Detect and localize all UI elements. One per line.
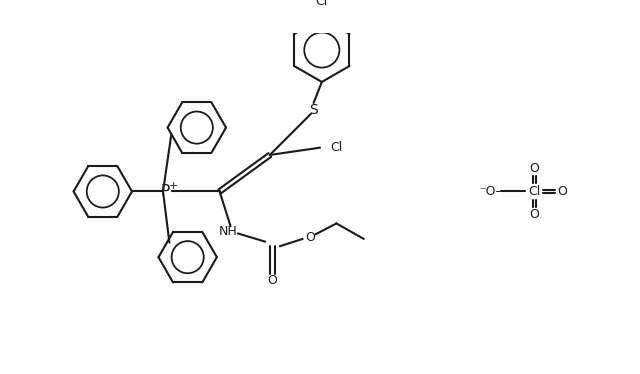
- Text: Cl: Cl: [529, 185, 541, 198]
- Text: O: O: [529, 162, 540, 175]
- Text: NH: NH: [218, 225, 237, 238]
- Text: Cl: Cl: [316, 0, 328, 8]
- Text: P: P: [160, 184, 170, 199]
- Text: O: O: [557, 185, 567, 198]
- Text: S: S: [309, 103, 318, 117]
- Text: O: O: [305, 231, 315, 243]
- Text: +: +: [168, 181, 178, 191]
- Text: O: O: [268, 275, 278, 287]
- Text: ⁻O–: ⁻O–: [479, 185, 502, 198]
- Text: O: O: [529, 208, 540, 221]
- Text: Cl: Cl: [330, 141, 342, 154]
